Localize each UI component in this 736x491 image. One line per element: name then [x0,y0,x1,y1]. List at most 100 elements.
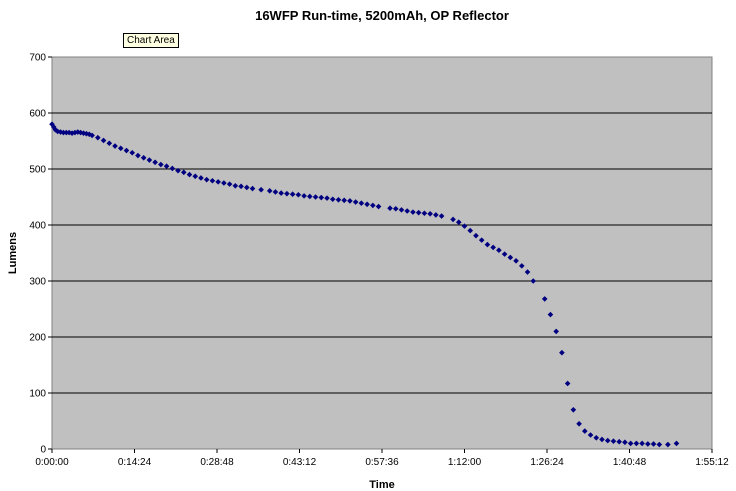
data-point [541,296,548,302]
data-point [398,207,405,213]
x-tick-label: 1:26:24 [530,457,564,468]
data-point [352,199,359,205]
data-point [370,202,376,209]
data-point [123,147,130,154]
y-tick-label: 200 [29,333,46,344]
data-point [135,152,141,159]
data-point [258,186,264,193]
y-axis-label: Lumens [7,232,19,274]
data-point [289,191,296,197]
data-point [524,269,531,275]
x-tick-label: 0:43:12 [283,457,317,468]
data-point [140,155,147,161]
x-tick-label: 1:55:12 [695,457,729,468]
data-point [421,210,428,217]
data-point [404,208,411,214]
data-point [427,211,433,217]
data-point [324,195,330,201]
data-point [599,436,605,443]
data-point [146,157,153,163]
data-point [74,129,81,135]
data-point [455,219,462,225]
data-point [438,213,445,219]
data-point [616,438,622,445]
data-point [450,216,456,223]
y-axis-ticks: 0 100 200 300 400 500 600 700 [29,53,52,456]
data-point [392,205,399,212]
data-point [335,197,342,203]
data-point [60,129,67,136]
data-point [318,194,325,201]
data-point [238,183,244,190]
x-tick-label: 1:12:00 [448,457,482,468]
data-point [307,193,313,200]
data-point [650,441,657,447]
data-point [186,171,193,178]
data-point [518,263,525,269]
series-points [49,121,680,448]
data-point [484,241,491,248]
data-point [582,428,588,434]
data-point [100,137,107,144]
data-point [221,180,227,186]
data-point [559,349,565,356]
data-point [312,194,319,200]
data-point [198,175,204,181]
data-point [295,191,302,198]
x-tick-label: 0:28:48 [200,457,234,468]
data-point [410,209,416,215]
data-point [169,165,176,172]
data-point [507,254,514,261]
data-point [301,193,307,199]
data-point [341,197,347,204]
data-point [473,232,479,239]
data-point [243,184,250,191]
data-point [347,198,353,204]
data-point [152,159,158,166]
data-point [284,190,290,197]
data-point [52,127,59,133]
data-point [570,407,577,413]
data-point [158,161,164,168]
data-point [467,227,474,234]
y-tick-label: 300 [29,277,46,288]
data-point [180,169,187,176]
data-point [673,440,680,447]
data-point [622,439,628,446]
data-point [387,205,393,211]
y-tick-label: 500 [29,165,46,176]
y-tick-label: 0 [40,445,46,456]
data-point [633,440,640,447]
y-tick-label: 600 [29,109,46,120]
data-point [478,237,485,243]
plot-area[interactable] [51,56,713,450]
data-point [656,441,663,448]
data-point [415,209,422,216]
gridlines [52,112,712,394]
data-point [112,143,118,149]
data-point [129,149,136,156]
data-point [63,129,70,136]
data-point [226,181,233,187]
data-point [72,129,78,136]
data-point [604,437,611,444]
data-point [587,432,594,438]
data-point [496,247,502,253]
data-point [547,311,554,318]
data-point [530,278,537,284]
y-tick-label: 400 [29,221,46,232]
data-point [278,190,284,196]
data-point [461,223,468,229]
data-point [665,441,671,448]
x-tick-label: 0:57:36 [365,457,399,468]
y-tick-label: 100 [29,389,46,400]
data-point [364,201,370,208]
data-point [249,185,256,192]
chart-title: 16WFP Run-time, 5200mAh, OP Reflector [255,8,509,23]
data-point [593,435,600,441]
data-point [117,145,124,152]
data-point [610,438,617,444]
x-axis-ticks: 0:00:00 0:14:24 0:28:48 0:43:12 0:57:36 1:12:… [35,449,729,468]
data-point [501,251,508,257]
